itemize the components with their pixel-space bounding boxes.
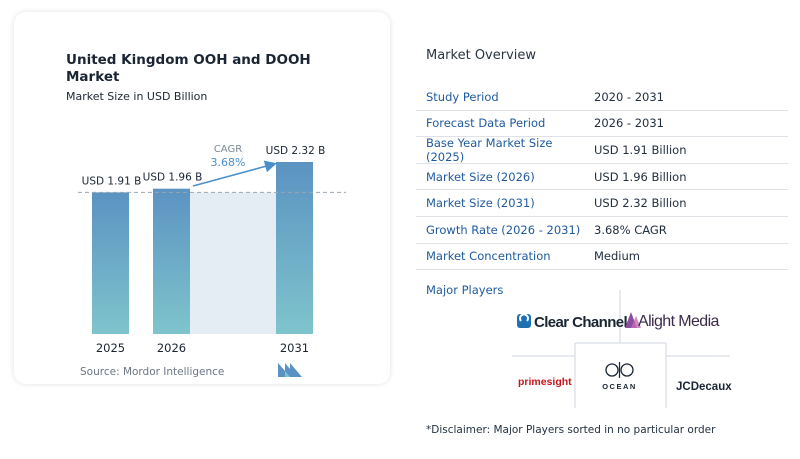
row-key: Forecast Data Period: [426, 116, 546, 131]
svg-text:OCEAN: OCEAN: [602, 382, 637, 391]
disclaimer: *Disclaimer: Major Players sorted in no …: [426, 424, 716, 436]
players-title: Major Players: [426, 283, 504, 297]
table-row: Study Period 2020 - 2031: [416, 84, 788, 111]
svg-text:Clear Channel: Clear Channel: [534, 314, 627, 331]
chart-title: United Kingdom OOH and DOOH Market: [66, 52, 311, 85]
table-row: Base Year Market Size (2025) USD 1.91 Bil…: [416, 135, 788, 164]
bar-chart: USD 1.91 B USD 1.96 B USD 2.32 B 2025 2026 20…: [78, 144, 346, 355]
table-row: Market Concentration Medium: [416, 244, 788, 271]
row-value: USD 1.91 Billion: [594, 142, 687, 157]
row-key: Growth Rate (2026 - 2031): [426, 222, 581, 237]
ocean-logo: OCEAN: [602, 362, 637, 391]
overview-table: Study Period 2020 - 2031 Forecast Data Pe…: [416, 84, 788, 271]
cagr-arrow: [192, 160, 277, 187]
row-value: 2020 - 2031: [594, 89, 664, 104]
row-key: Market Concentration: [426, 249, 551, 264]
tick-label-2026: 2026: [157, 341, 186, 355]
cagr-value: 3.68%: [211, 156, 246, 169]
table-row: Growth Rate (2026 - 2031) 3.68% CAGR: [416, 217, 788, 244]
data-label-2031: USD 2.32 B: [266, 145, 326, 157]
data-label-2026: USD 1.96 B: [143, 172, 203, 184]
overview-title: Market Overview: [426, 48, 537, 63]
row-key: Market Size (2026): [426, 169, 535, 184]
row-key: Market Size (2031): [426, 196, 535, 211]
primesight-logo: primesight: [518, 376, 572, 388]
row-value: USD 1.96 Billion: [594, 169, 687, 184]
table-row: Forecast Data Period 2026 - 2031: [416, 111, 788, 138]
row-value: USD 2.32 Billion: [594, 196, 687, 211]
growth-band: [190, 192, 276, 334]
mordor-logo-icon: [278, 363, 302, 377]
source-text: Source: Mordor Intelligence: [80, 366, 225, 378]
row-key: Study Period: [426, 89, 499, 104]
row-value: 2026 - 2031: [594, 116, 664, 131]
row-value: Medium: [594, 249, 640, 264]
row-key: Base Year Market Size (2025): [426, 135, 553, 164]
bar-2025: [92, 192, 129, 334]
alight-media-logo: Alight Media: [625, 312, 720, 330]
row-value: 3.68% CAGR: [594, 222, 667, 237]
bar-2026: [153, 188, 190, 334]
svg-text:Alight Media: Alight Media: [638, 313, 720, 330]
table-row: Market Size (2026) USD 1.96 Billion: [416, 164, 788, 191]
table-row: Market Size (2031) USD 2.32 Billion: [416, 190, 788, 217]
data-label-2025: USD 1.91 B: [82, 175, 142, 187]
bar-2031: [276, 162, 313, 334]
tick-label-2031: 2031: [280, 341, 309, 355]
chart-subtitle: Market Size in USD Billion: [66, 90, 208, 103]
cagr-label: CAGR: [214, 144, 242, 155]
jcdecaux-logo: JCDecaux: [676, 381, 732, 393]
tick-label-2025: 2025: [96, 341, 125, 355]
clear-channel-logo: Clear Channel: [517, 313, 628, 331]
